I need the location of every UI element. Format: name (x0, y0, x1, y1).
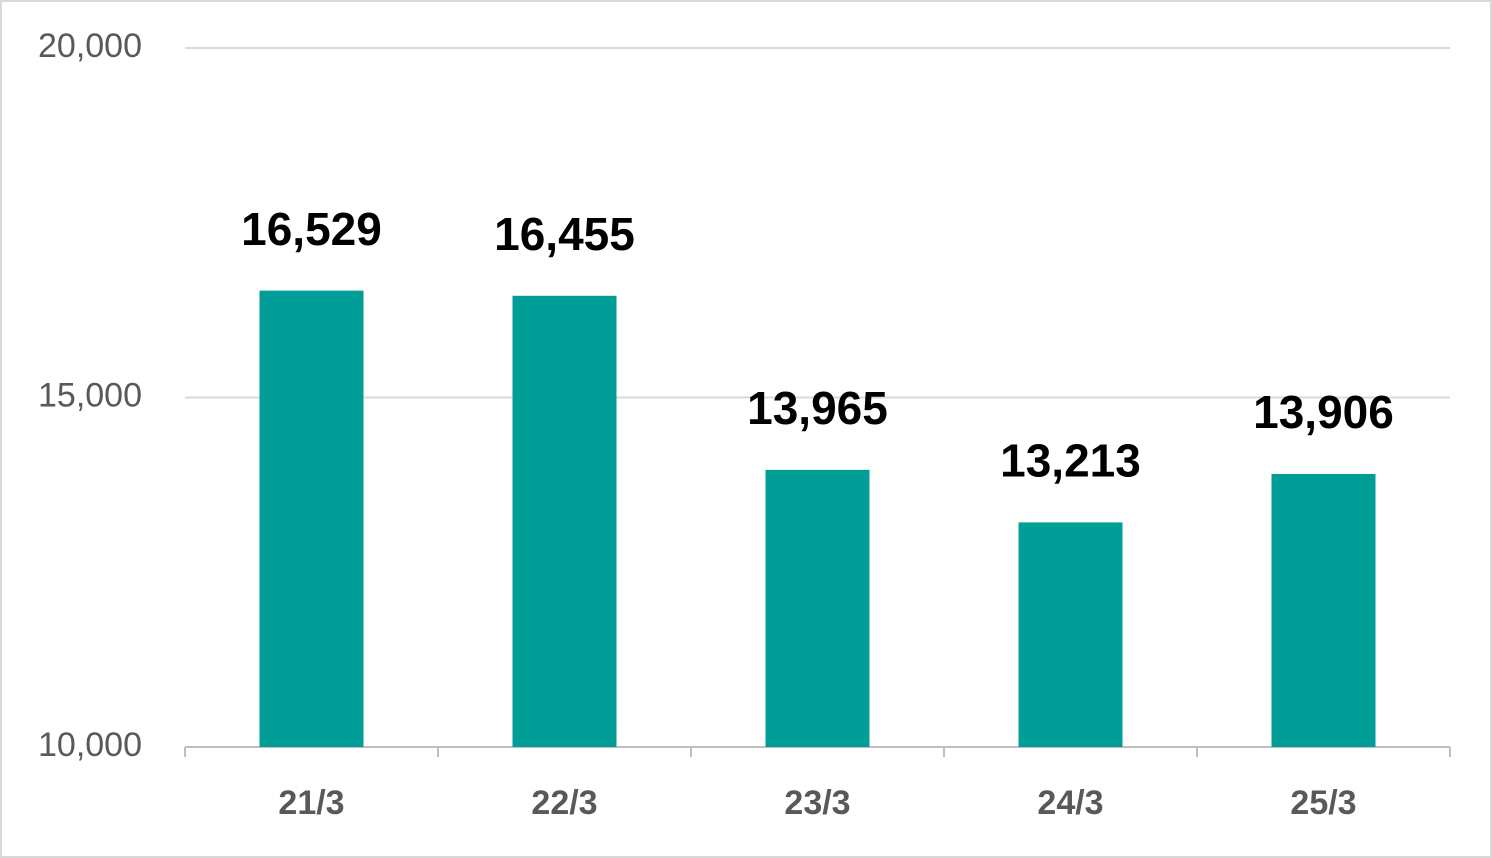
bar (765, 469, 870, 747)
y-tick-label: 15,000 (38, 376, 142, 414)
y-tick-label: 10,000 (38, 726, 142, 764)
y-tick-label: 20,000 (38, 27, 142, 65)
bar (512, 295, 617, 747)
x-tick-label: 22/3 (531, 784, 597, 822)
x-tick-label: 23/3 (784, 784, 850, 822)
x-tick-label: 24/3 (1037, 784, 1103, 822)
bar (259, 290, 364, 747)
value-label: 16,455 (494, 208, 635, 260)
bar (1018, 522, 1123, 747)
value-label: 16,529 (241, 203, 382, 255)
bar (1271, 473, 1376, 747)
value-label: 13,906 (1253, 386, 1394, 438)
x-tick-label: 25/3 (1290, 784, 1356, 822)
x-tick-label: 21/3 (278, 784, 344, 822)
value-label: 13,965 (747, 382, 888, 434)
value-label: 13,213 (1000, 435, 1141, 487)
